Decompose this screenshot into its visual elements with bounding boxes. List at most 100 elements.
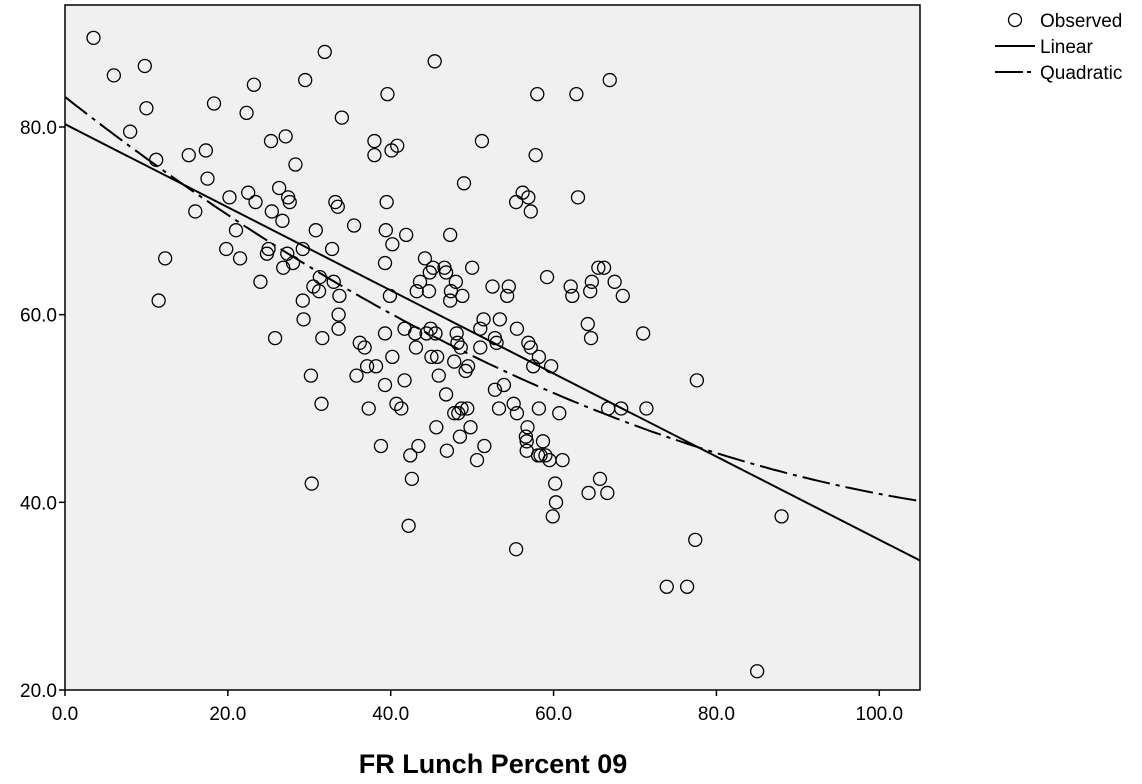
- observed-point: [548, 495, 564, 510]
- x-tick-label: 100.0: [856, 704, 904, 725]
- observed-point: [385, 349, 400, 365]
- y-tick-label: 40.0: [20, 493, 57, 514]
- observed-point: [276, 260, 291, 275]
- observed-point: [409, 284, 424, 299]
- observed-point: [639, 401, 654, 416]
- observed-point: [295, 241, 310, 257]
- observed-point: [689, 373, 705, 388]
- observed-point: [385, 237, 400, 252]
- observed-point: [449, 326, 464, 341]
- observed-point: [473, 321, 488, 336]
- observed-point: [324, 241, 340, 257]
- observed-point: [679, 579, 695, 594]
- observed-point: [520, 420, 535, 435]
- observed-point: [528, 147, 543, 163]
- observed-point: [477, 438, 492, 454]
- observed-point: [427, 54, 442, 69]
- legend-observed-marker: [1007, 12, 1023, 28]
- observed-point: [423, 321, 438, 336]
- observed-point: [232, 251, 248, 266]
- observed-point: [377, 255, 393, 271]
- y-tick-label: 20.0: [20, 681, 57, 702]
- observed-point: [248, 194, 263, 210]
- observed-point: [474, 133, 490, 149]
- observed-point: [492, 312, 507, 327]
- observed-point: [295, 293, 310, 308]
- observed-point: [555, 452, 570, 468]
- observed-point: [425, 260, 441, 275]
- observed-point: [303, 368, 319, 383]
- x-tick-label: 40.0: [372, 704, 409, 725]
- observed-point: [380, 86, 395, 102]
- x-axis-title: FR Lunch Percent 09: [359, 749, 628, 779]
- observed-point: [506, 396, 521, 411]
- observed-point: [349, 368, 364, 383]
- observed-point: [253, 274, 268, 289]
- observed-point: [592, 471, 608, 487]
- observed-point: [518, 429, 534, 444]
- observed-point: [519, 434, 534, 449]
- observed-point: [137, 58, 152, 74]
- observed-point: [308, 223, 323, 238]
- observed-point: [331, 307, 346, 322]
- observed-point: [583, 284, 598, 299]
- observed-point: [407, 326, 423, 341]
- observed-point: [314, 396, 329, 411]
- observed-point: [282, 194, 297, 210]
- legend-label: Observed: [1040, 11, 1122, 32]
- observed-point: [106, 68, 122, 83]
- x-tick-label: 80.0: [698, 704, 735, 725]
- observed-point: [509, 321, 525, 336]
- observed-point: [443, 293, 458, 308]
- observed-point: [296, 312, 311, 327]
- observed-point: [261, 241, 276, 257]
- observed-point: [596, 260, 612, 275]
- observed-point: [412, 274, 428, 289]
- observed-point: [151, 293, 166, 308]
- observed-point: [439, 443, 455, 458]
- observed-point: [86, 30, 101, 45]
- observed-point: [491, 401, 507, 416]
- observed-point: [408, 340, 424, 355]
- observed-point: [373, 438, 389, 454]
- observed-point: [428, 326, 443, 341]
- x-tick-label: 20.0: [209, 704, 246, 725]
- observed-point: [403, 448, 418, 463]
- observed-point: [583, 330, 599, 346]
- observed-point: [533, 448, 548, 463]
- observed-point: [538, 448, 553, 463]
- observed-point: [272, 180, 287, 196]
- observed-point: [404, 471, 420, 487]
- observed-point: [424, 349, 439, 365]
- observed-point: [390, 138, 405, 153]
- observed-point: [429, 349, 445, 365]
- observed-point: [469, 452, 485, 468]
- observed-point: [431, 368, 446, 383]
- observed-point: [417, 251, 433, 266]
- legend-label: Quadratic: [1040, 63, 1122, 84]
- observed-point: [501, 279, 516, 294]
- observed-point: [523, 340, 538, 355]
- observed-point: [378, 223, 393, 238]
- observed-point: [688, 532, 703, 548]
- observed-point: [448, 274, 464, 289]
- observed-point: [239, 105, 254, 121]
- y-tick-label: 60.0: [20, 306, 57, 327]
- observed-point: [447, 406, 462, 421]
- observed-point: [379, 194, 394, 210]
- observed-point: [570, 190, 586, 205]
- observed-point: [346, 218, 362, 233]
- y-tick-label: 80.0: [20, 118, 57, 139]
- observed-point: [749, 664, 765, 679]
- observed-point: [581, 485, 596, 501]
- observed-point: [367, 147, 382, 163]
- observed-point: [508, 542, 524, 557]
- observed-point: [198, 143, 214, 158]
- observed-point: [206, 96, 222, 111]
- observed-point: [263, 133, 279, 149]
- observed-point: [275, 213, 290, 228]
- observed-point: [774, 509, 789, 524]
- observed-point: [389, 396, 404, 411]
- observed-point: [326, 274, 341, 289]
- observed-point: [452, 429, 468, 444]
